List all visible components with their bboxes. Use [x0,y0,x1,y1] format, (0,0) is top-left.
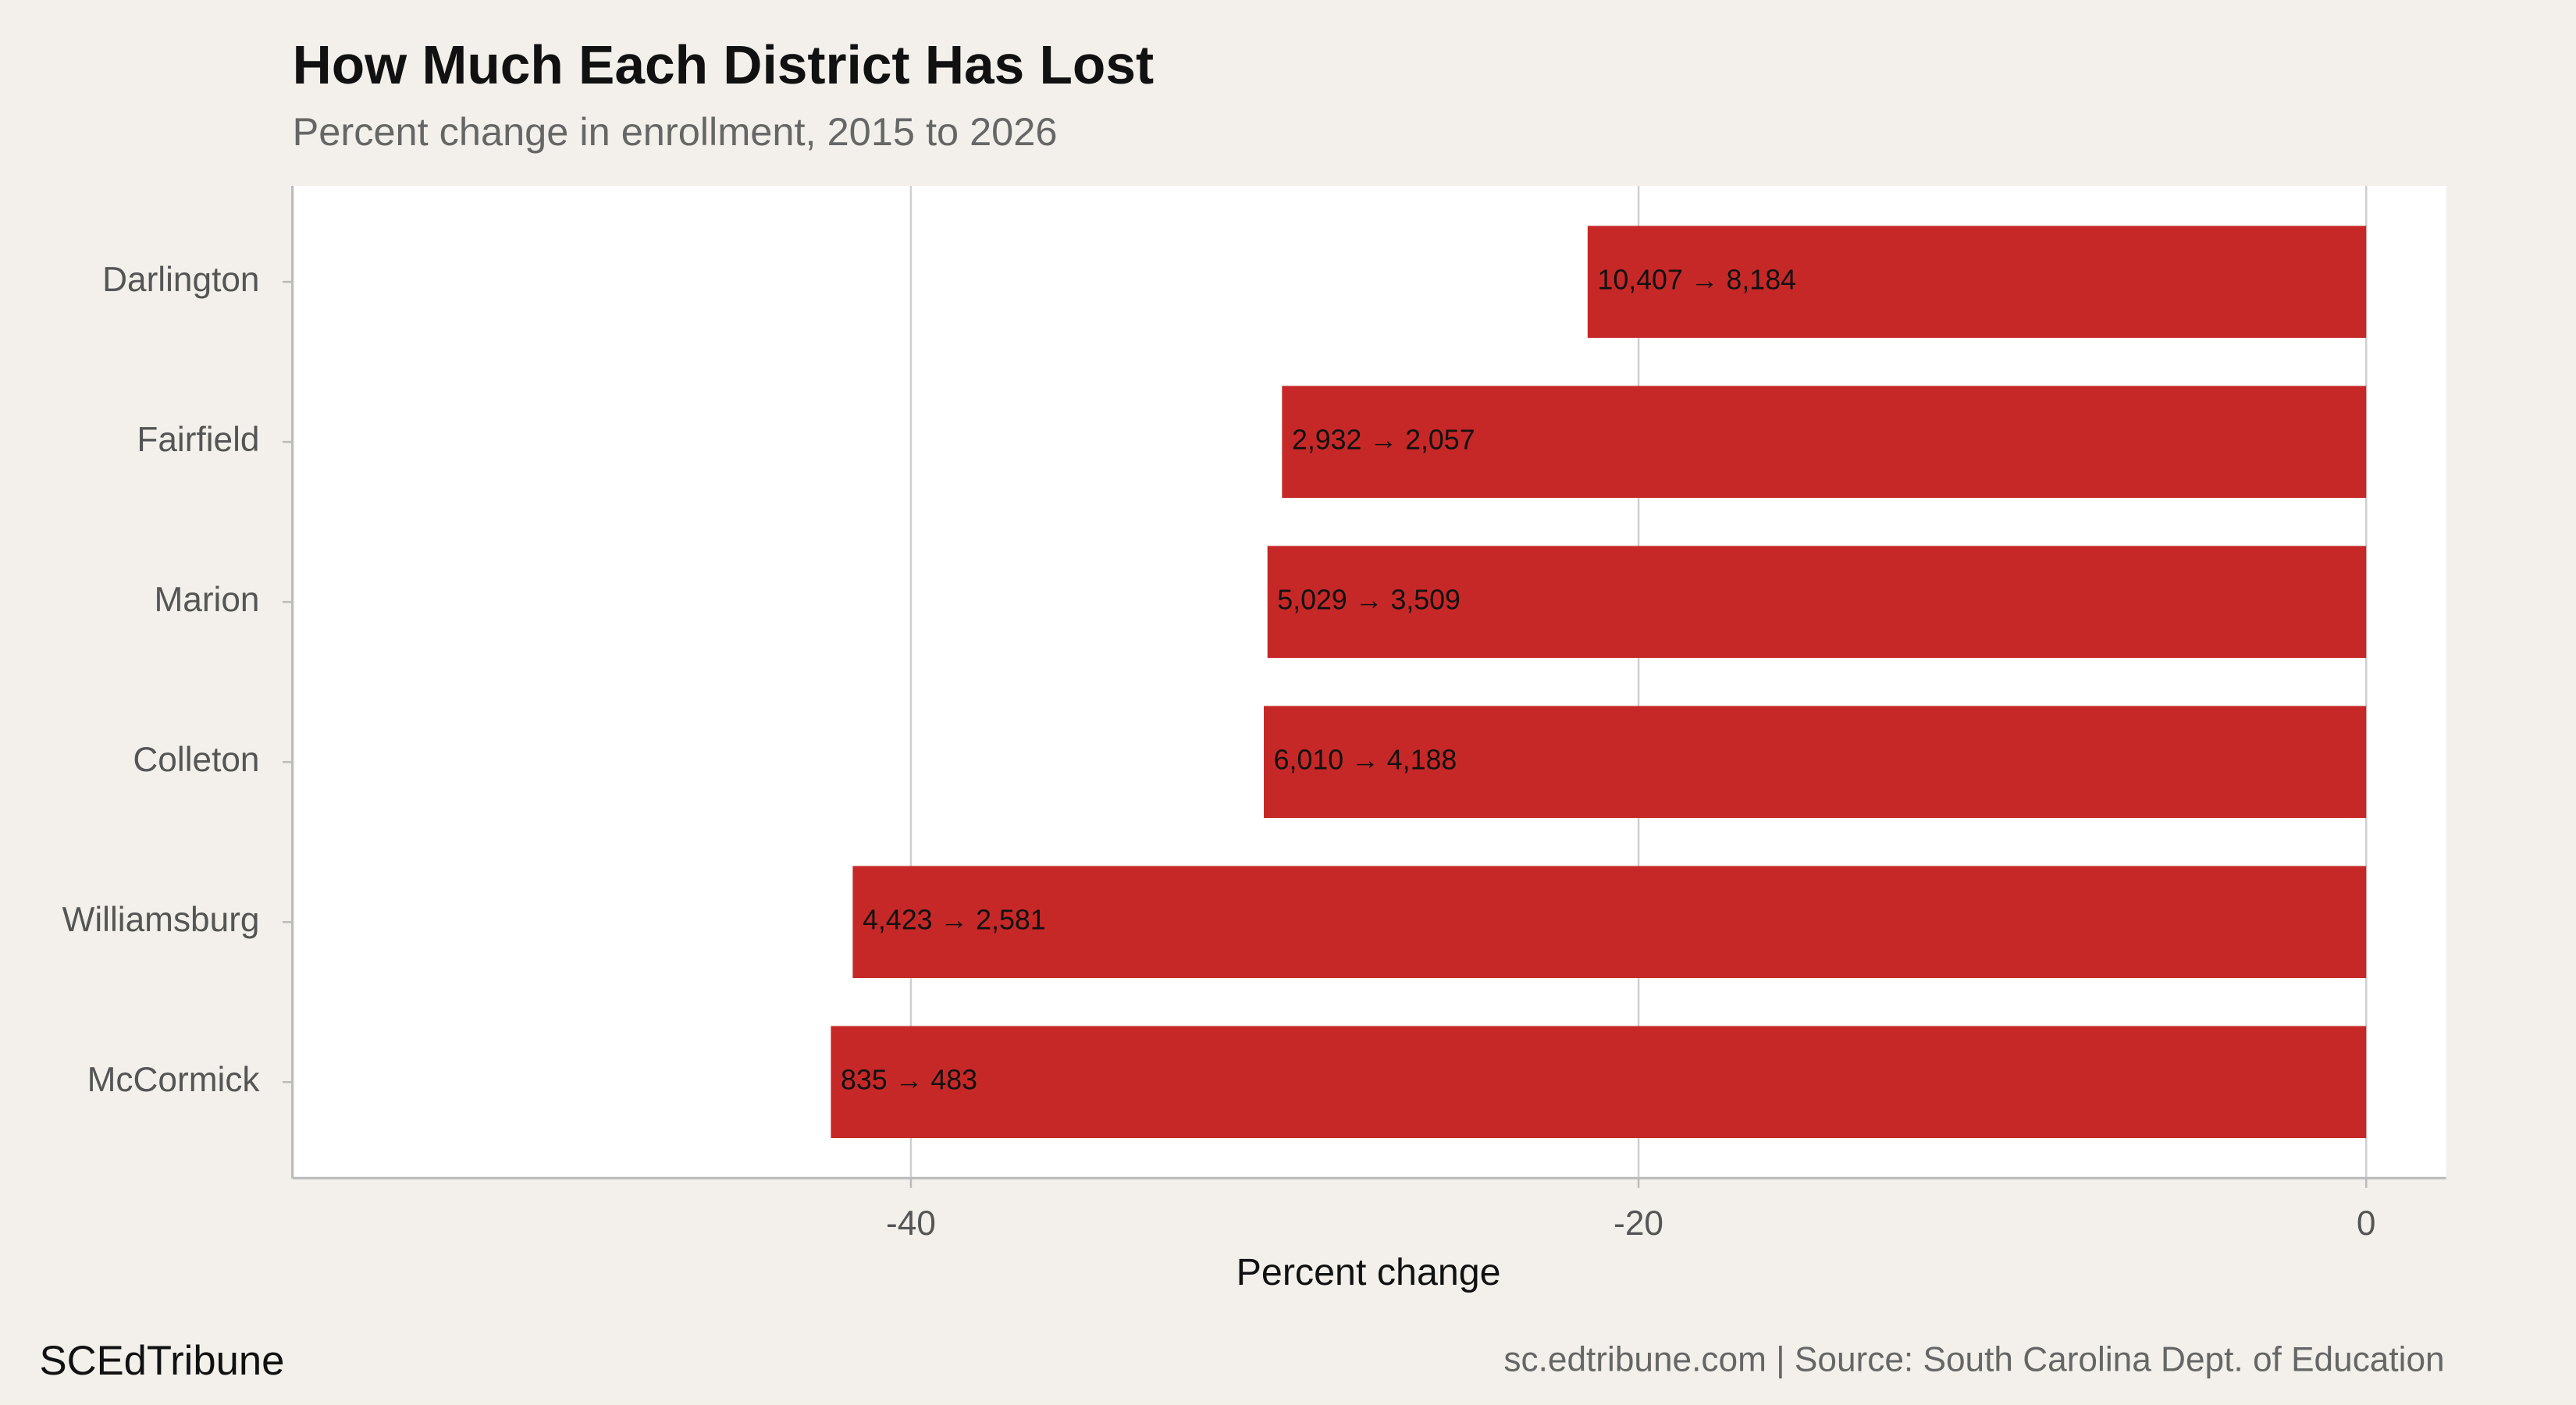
bar-label: 5,029 → 3,509 [1277,585,1461,616]
bar [831,1026,2367,1139]
brand: SCEdTribune [40,1338,285,1384]
chart-subtitle: Percent change in enrollment, 2015 to 20… [293,109,1058,154]
bar-label: 6,010 → 4,188 [1274,745,1457,776]
x-tick-label: -20 [1614,1204,1663,1243]
y-tick-label: Colleton [133,741,259,779]
bar-label: 2,932 → 2,057 [1292,425,1475,456]
x-tick-label: -40 [886,1204,936,1243]
y-tick-label: Darlington [102,261,259,299]
bar [1282,386,2367,498]
y-tick-label: Marion [154,581,259,619]
plot-panel [292,186,2446,1179]
bar-label: 4,423 → 2,581 [863,905,1046,936]
bar [1267,546,2367,658]
bar [1587,226,2367,338]
y-tick-label: Fairfield [137,421,259,459]
x-axis-title: Percent change [1236,1251,1501,1293]
y-tick-label: McCormick [87,1061,261,1099]
source-note: sc.edtribune.com | Source: South Carolin… [1503,1341,2444,1379]
x-tick-label: 0 [2357,1204,2376,1243]
bar [852,866,2367,978]
bar-label: 10,407 → 8,184 [1597,265,1796,296]
y-tick-label: Williamsburg [62,901,260,939]
chart-title: How Much Each District Has Lost [293,34,1154,95]
bar-label: 835 → 483 [841,1065,977,1096]
bar [1264,706,2367,818]
